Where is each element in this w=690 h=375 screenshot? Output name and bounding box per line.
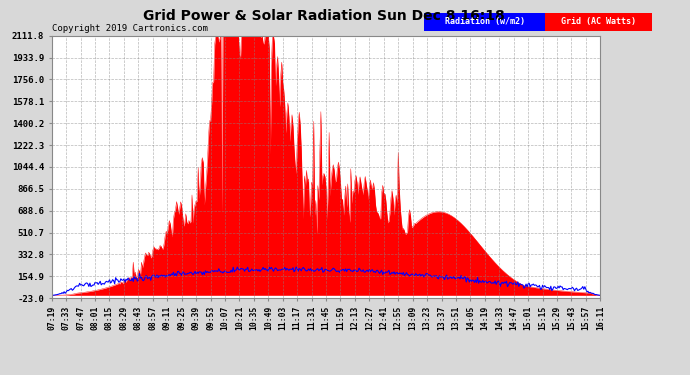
- Text: Grid (AC Watts): Grid (AC Watts): [561, 17, 636, 26]
- Text: Grid Power & Solar Radiation Sun Dec 8 16:18: Grid Power & Solar Radiation Sun Dec 8 1…: [144, 9, 505, 23]
- Text: Copyright 2019 Cartronics.com: Copyright 2019 Cartronics.com: [52, 24, 208, 33]
- Text: Radiation (w/m2): Radiation (w/m2): [445, 17, 524, 26]
